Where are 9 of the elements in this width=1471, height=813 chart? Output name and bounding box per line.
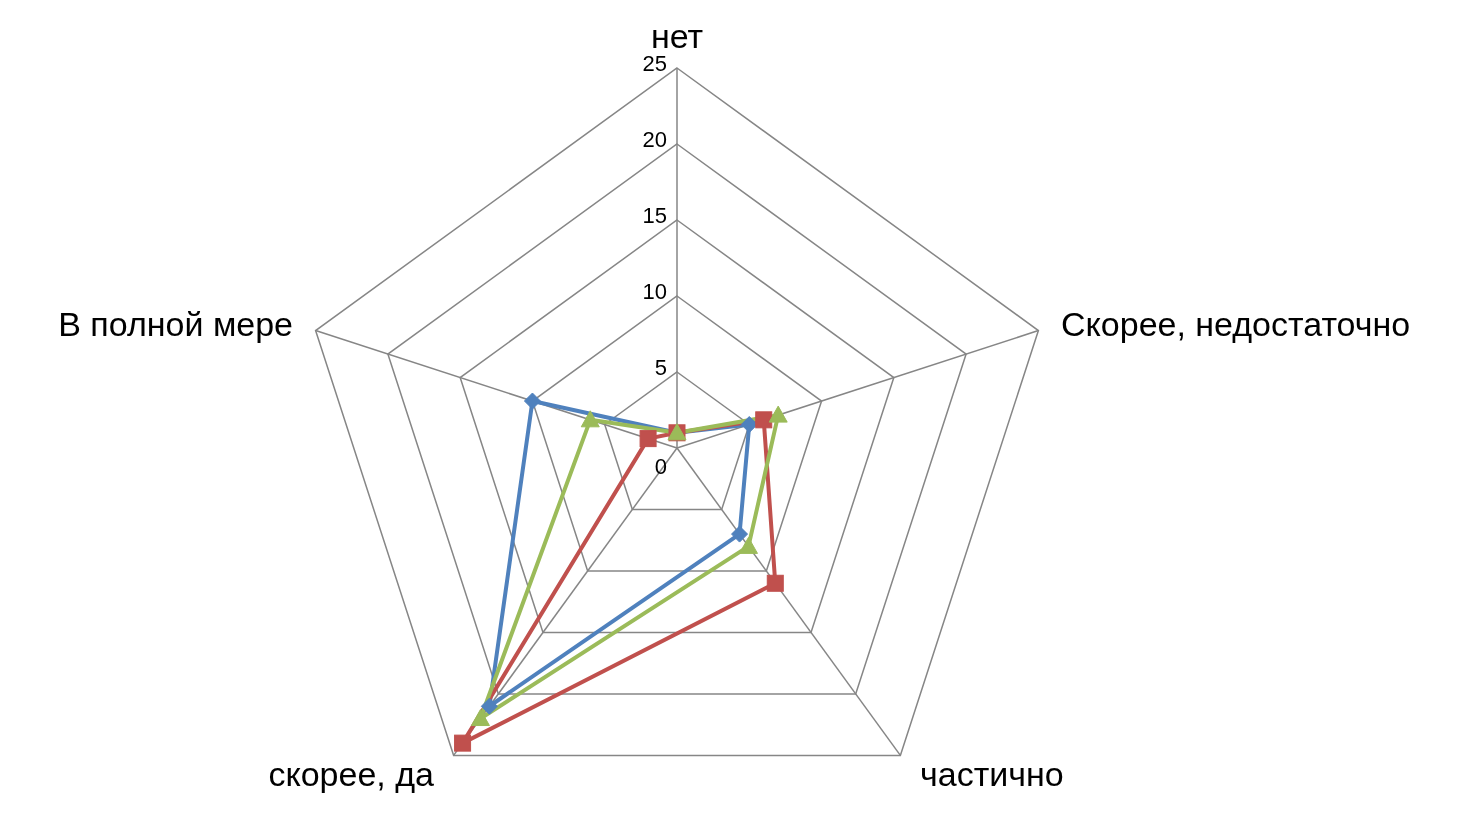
spoke-label: Скорее, недостаточно (1061, 305, 1411, 344)
y-tick-label: 5 (654, 355, 667, 380)
y-tick-label: 0 (654, 454, 667, 479)
y-tick-label: 15 (642, 203, 667, 228)
spoke-label: частично (920, 754, 1064, 793)
spoke-label: В полной мере (58, 305, 293, 344)
y-tick-label: 10 (642, 279, 667, 304)
spoke-label: скорее, да (268, 754, 435, 793)
y-tick-label: 20 (642, 127, 667, 152)
